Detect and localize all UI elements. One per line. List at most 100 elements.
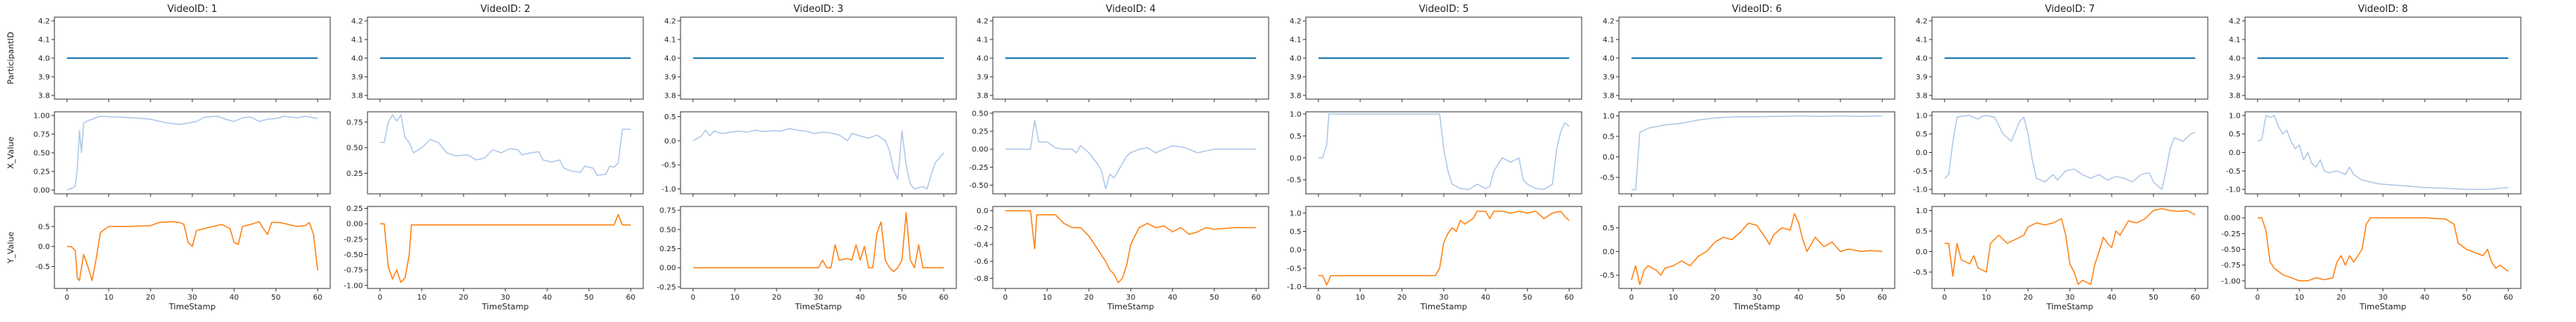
y-tick-label: 0.00 xyxy=(347,221,363,229)
y-tick-label: 0.0 xyxy=(976,207,988,215)
y-tick-label: -1.00 xyxy=(2221,277,2241,285)
subplot-y_value: -0.8 -0.6 -0.4 -0.2 0.0 0 10 20 30 40 50 60 TimeStam… xyxy=(973,206,1269,312)
x-tick-label: 10 xyxy=(1669,294,1679,302)
y-tick-label: -0.25 xyxy=(657,283,676,291)
subplot-x_value: 0.25 0.50 0.75 xyxy=(347,111,644,197)
x-tick-label: 20 xyxy=(2024,294,2033,302)
x-axis-label: TimeStamp xyxy=(2046,302,2094,312)
x-tick-label: 0 xyxy=(1629,294,1634,302)
y-tick-label: 3.9 xyxy=(38,74,50,82)
y-tick-label: -0.75 xyxy=(344,267,363,275)
y-tick-label: 0.5 xyxy=(2229,130,2241,139)
y-tick-label: -1.0 xyxy=(661,186,676,194)
x-tick-label: 30 xyxy=(1126,294,1136,302)
subplot-x_value: -1.0 -0.5 0.0 0.5 1.0 xyxy=(1913,111,2209,197)
x-tick-label: 20 xyxy=(2337,294,2346,302)
axes-frame xyxy=(1618,206,1895,289)
panel-title: VideoID: 8 xyxy=(2358,4,2408,15)
x_value-series-line xyxy=(692,127,944,190)
y-tick-label: 4.2 xyxy=(38,18,50,26)
y-tick-label: 4.2 xyxy=(1289,18,1301,26)
x-tick-label: 10 xyxy=(1356,294,1366,302)
y-tick-label: 4.0 xyxy=(1289,55,1301,63)
x-axis-label: TimeStamp xyxy=(1733,302,1781,312)
subplot-participant: 3.8 3.9 4.0 4.1 4.2 xyxy=(1289,16,1582,102)
x-tick-label: 50 xyxy=(584,294,594,302)
subplot-y_value: -1.0 -0.5 0.0 0.5 1.0 0 10 20 30 40 50 60 TimeStamp xyxy=(1287,206,1582,312)
x-tick-label: 0 xyxy=(691,294,695,302)
x-tick-label: 20 xyxy=(459,294,469,302)
x-tick-label: 20 xyxy=(146,294,156,302)
y-tick-label: 0.5 xyxy=(1916,130,1928,139)
x-tick-label: 40 xyxy=(1794,294,1804,302)
y-tick-label: 0.25 xyxy=(347,170,363,178)
panel-title: VideoID: 3 xyxy=(793,4,843,15)
x_value-series-line xyxy=(66,116,318,191)
axes-frame xyxy=(2244,111,2522,195)
y-tick-label: 0.5 xyxy=(1603,133,1614,142)
y-tick-label: -1.0 xyxy=(1913,186,1928,195)
y-tick-label: 0.0 xyxy=(1603,248,1614,256)
x-axis-label: TimeStamp xyxy=(795,302,842,312)
y-tick-label: 3.9 xyxy=(351,74,363,82)
panel-video-8: VideoID: 8 3.8 3.9 4.0 4.1 4.2 -1.0 -0.5 0.0 0.5 1… xyxy=(2221,4,2522,312)
axes-frame xyxy=(1931,111,2209,195)
y-tick-label: 0.0 xyxy=(38,243,50,251)
x-axis-label: TimeStamp xyxy=(168,302,216,312)
x-tick-label: 60 xyxy=(1878,294,1887,302)
y-tick-label: 4.0 xyxy=(976,55,988,63)
y-tick-label: 0.50 xyxy=(972,110,988,118)
y-tick-label: 0.50 xyxy=(347,145,363,153)
y-tick-label: 0.75 xyxy=(347,119,363,127)
y-tick-label: 4.2 xyxy=(976,18,988,26)
y-tick-label: -0.25 xyxy=(969,164,988,172)
x-tick-label: 20 xyxy=(1711,294,1720,302)
y-tick-label: 0.0 xyxy=(1289,247,1301,255)
x-tick-label: 20 xyxy=(772,294,782,302)
y-tick-label: 3.9 xyxy=(1289,74,1301,82)
y-tick-label: 1.00 xyxy=(34,113,50,121)
y-tick-label: -1.0 xyxy=(1287,283,1301,291)
y-tick-label: 0.25 xyxy=(660,245,676,253)
subplot-y_value: -0.5 0.0 0.5 1.0 0 10 20 30 40 50 60 TimeStamp xyxy=(1913,206,2209,312)
y-tick-label: -0.5 xyxy=(1287,265,1301,273)
y-tick-label: 0.5 xyxy=(38,223,50,231)
y-tick-label: 3.9 xyxy=(976,74,988,82)
y-tick-label: 4.1 xyxy=(351,37,363,45)
y-tick-label: 0.75 xyxy=(660,207,676,215)
y-tick-label: 4.2 xyxy=(2229,18,2241,26)
x_value-series-line xyxy=(1005,119,1257,189)
y-tick-label: 4.1 xyxy=(38,37,50,45)
subplot-y_value: -0.5 0.0 0.5 0 10 20 30 40 50 60 TimeStamp xyxy=(1600,206,1895,312)
y-tick-label: 4.0 xyxy=(2229,55,2241,63)
axes-frame xyxy=(680,206,957,289)
y-tick-label: 4.1 xyxy=(1603,37,1614,45)
panel-title: VideoID: 7 xyxy=(2045,4,2094,15)
y-tick-label: 4.1 xyxy=(1289,37,1301,45)
y-tick-label: 3.9 xyxy=(1603,74,1614,82)
y-tick-label: 0.5 xyxy=(664,113,676,121)
y-axis-label: X_Value xyxy=(6,136,16,168)
x-tick-label: 30 xyxy=(2065,294,2075,302)
y-tick-label: 3.9 xyxy=(664,74,676,82)
y_value-series-line xyxy=(1944,208,2196,285)
subplot-x_value: -0.5 0.0 0.5 1.0 xyxy=(1600,111,1895,197)
y-tick-label: 0.0 xyxy=(2229,149,2241,157)
x-tick-label: 60 xyxy=(2191,294,2200,302)
y-tick-label: 0.5 xyxy=(1916,228,1928,236)
y-tick-label: 0.0 xyxy=(1916,248,1928,256)
y-tick-label: -1.0 xyxy=(2226,186,2241,195)
y-tick-label: -0.5 xyxy=(1600,272,1614,280)
y-tick-label: -0.25 xyxy=(344,236,363,244)
y-tick-label: 4.1 xyxy=(664,37,676,45)
subplot-participant: 3.8 3.9 4.0 4.1 4.2 xyxy=(976,16,1269,102)
x-tick-label: 60 xyxy=(939,294,949,302)
panel-video-4: VideoID: 43.83.94.04.14.2-0.50-0.250.000… xyxy=(969,4,1269,312)
y-tick-label: -0.50 xyxy=(2221,246,2241,254)
x-tick-label: 40 xyxy=(1481,294,1491,302)
x-tick-label: 30 xyxy=(2378,294,2388,302)
y-tick-label: 4.0 xyxy=(351,55,363,63)
x-tick-label: 30 xyxy=(188,294,198,302)
y-tick-label: -0.25 xyxy=(2221,230,2241,239)
